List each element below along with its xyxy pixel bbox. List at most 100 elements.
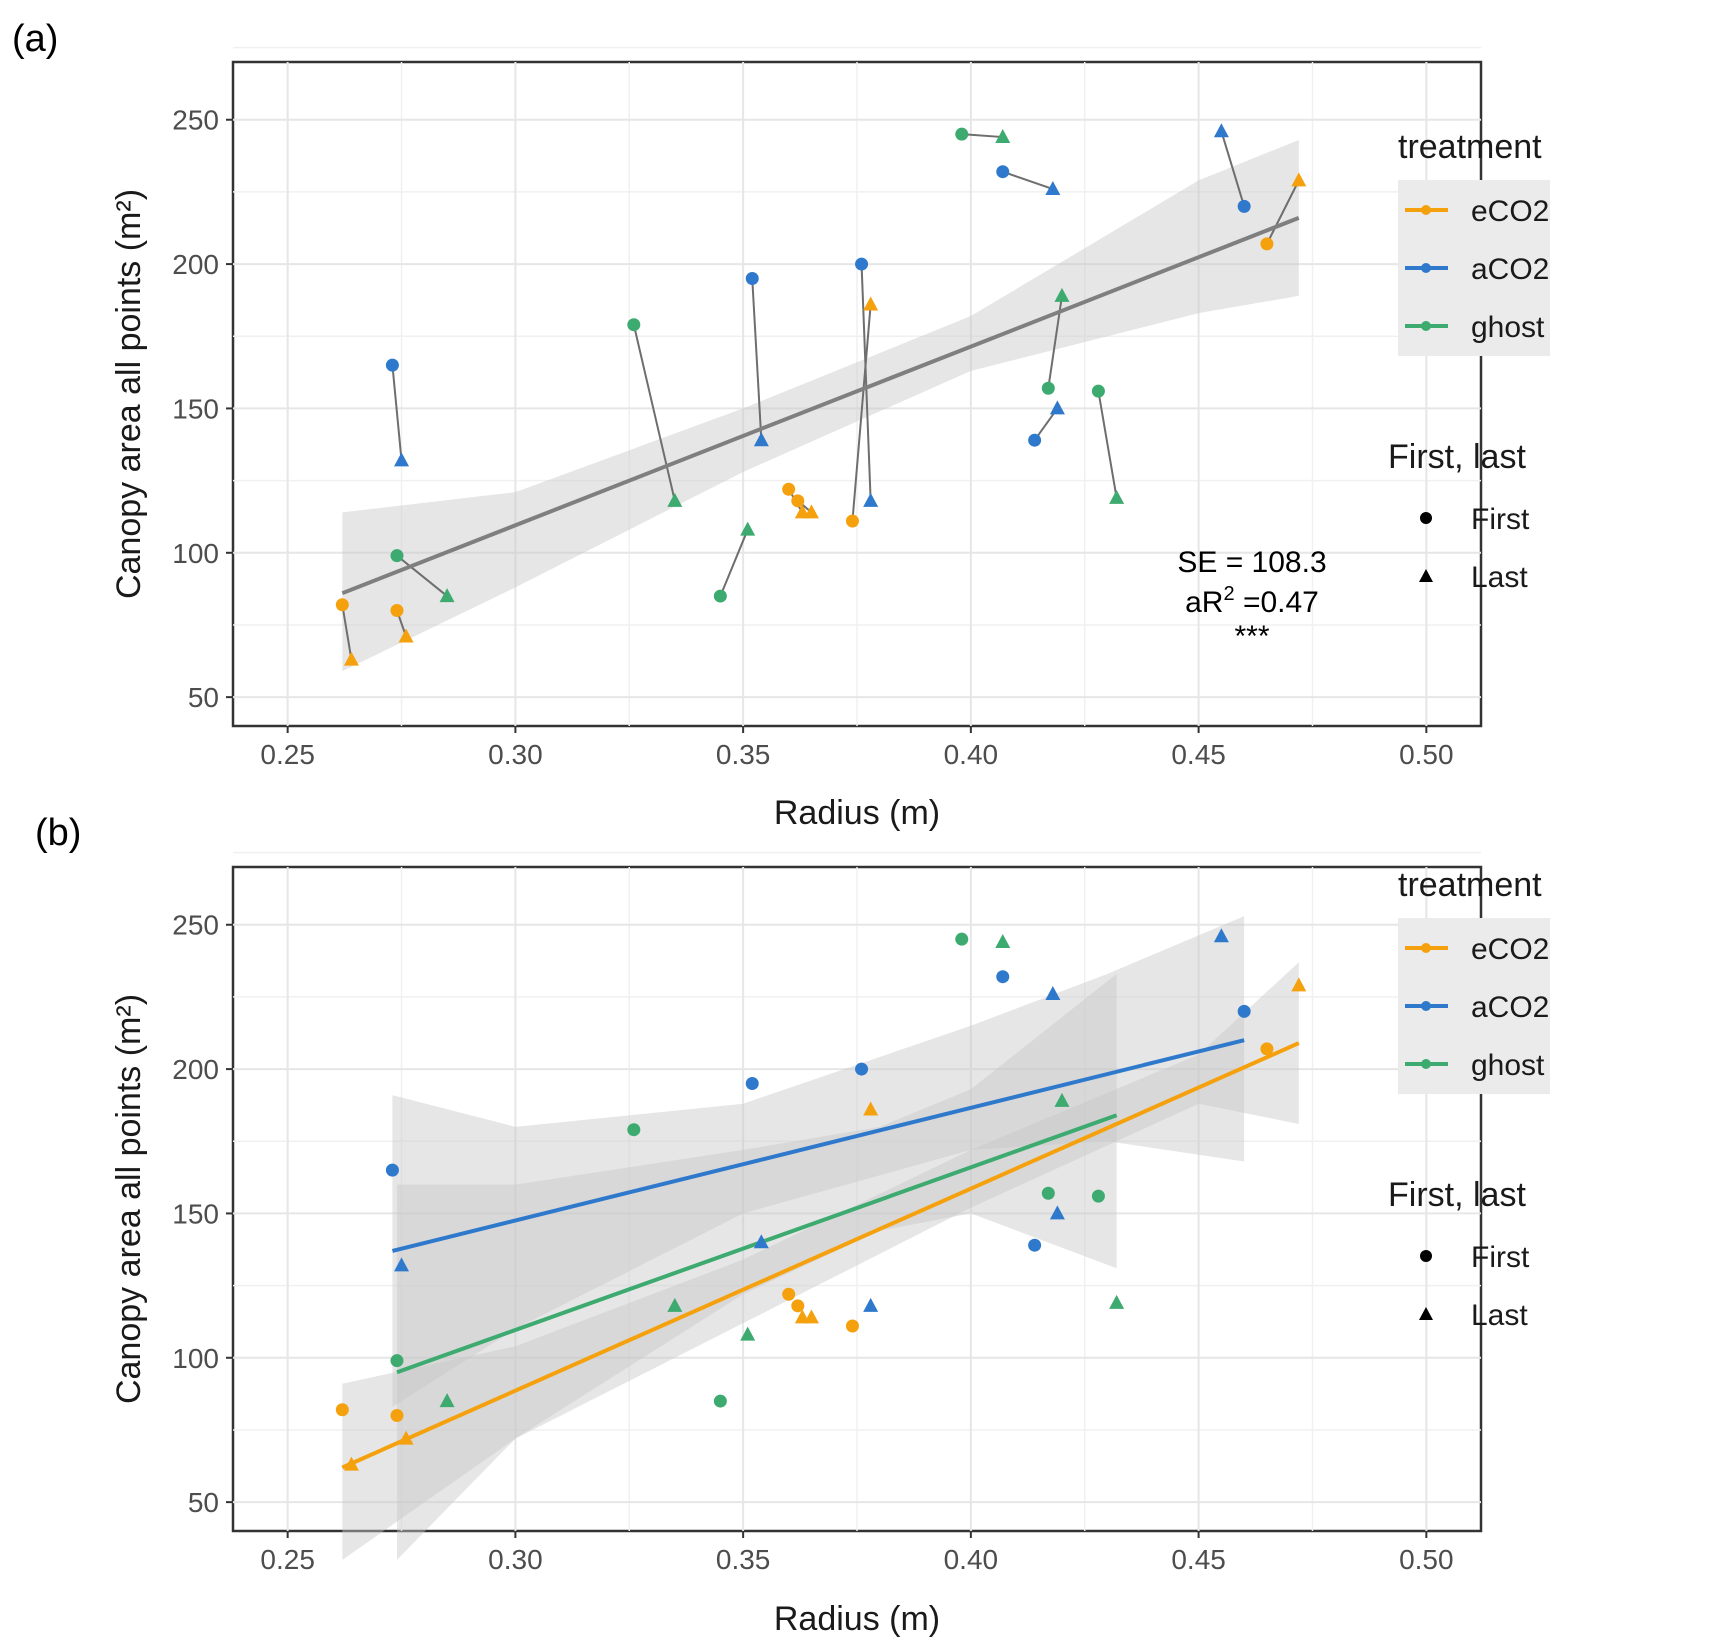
- point-first-eCO2: [390, 1409, 404, 1423]
- point-first-ghost: [955, 932, 969, 946]
- point-last-eCO2: [803, 1309, 819, 1324]
- legend-label-aCO2: aCO2: [1471, 253, 1549, 286]
- point-first-ghost: [1091, 1189, 1105, 1203]
- panel-b: 0.25 0.30 0.35 0.40 0.45 0.50 50100150200250 …: [110, 851, 1483, 1638]
- point-last-eCO2: [343, 1456, 359, 1471]
- point-last-ghost: [439, 588, 455, 603]
- pair-link: [396, 554, 448, 597]
- confidence-band-aCO2: [392, 916, 1245, 1407]
- legend-label-first: First: [1471, 503, 1530, 536]
- point-last-aCO2: [1049, 1205, 1065, 1220]
- point-last-ghost: [740, 1326, 756, 1341]
- point-last-aCO2: [394, 1257, 410, 1272]
- y-tick-label: 100: [172, 538, 219, 569]
- x-tick-labels-a: 0.25 0.30 0.35 0.40 0.45 0.50: [260, 726, 1454, 770]
- point-last-ghost: [740, 521, 756, 536]
- y-tick-label: 150: [172, 1198, 219, 1229]
- point-last-eCO2: [803, 504, 819, 519]
- point-first-eCO2: [390, 604, 404, 618]
- stats-annotation: SE = 108.3 aR2 =0.47 ***: [1177, 546, 1326, 653]
- point-first-ghost: [390, 549, 404, 563]
- pair-link: [1002, 170, 1054, 190]
- legend-dot-eCO2: [1421, 205, 1431, 215]
- legend-title-first-last: First, last: [1388, 1176, 1526, 1214]
- legend-title-first-last: First, last: [1388, 438, 1526, 476]
- legend-shape-last: [1419, 569, 1433, 582]
- point-first-ghost: [1041, 1186, 1055, 1200]
- x-tick-label: 0.50: [1399, 1544, 1454, 1575]
- point-last-aCO2: [1213, 123, 1229, 138]
- x-tick-label: 0.25: [260, 739, 315, 770]
- legend-label-last: Last: [1471, 561, 1528, 594]
- y-tick-label: 200: [172, 249, 219, 280]
- y-tick-labels-b: 50 100 150 200 250: [172, 910, 233, 1518]
- pair-link: [341, 604, 353, 660]
- ar2-text: aR2 =0.47: [1185, 583, 1319, 619]
- point-first-eCO2: [335, 598, 349, 612]
- x-tick-label: 0.30: [488, 1544, 543, 1575]
- x-tick-label: 0.30: [488, 739, 543, 770]
- point-first-eCO2: [782, 482, 796, 496]
- point-last-aCO2: [394, 452, 410, 467]
- legend-label-eCO2: eCO2: [1471, 933, 1549, 966]
- x-axis-title-a: Radius (m): [774, 794, 940, 832]
- point-first-aCO2: [745, 1077, 759, 1091]
- x-tick-label: 0.40: [944, 739, 999, 770]
- point-last-ghost: [995, 129, 1011, 144]
- point-first-aCO2: [385, 358, 399, 372]
- point-first-eCO2: [845, 1319, 859, 1333]
- point-last-ghost: [667, 1297, 683, 1312]
- legend-b: treatment eCO2 aCO2 ghost First, last First La…: [1388, 866, 1550, 1332]
- point-last-aCO2: [863, 492, 879, 507]
- x-tick-label: 0.35: [716, 1544, 771, 1575]
- pair-link: [719, 529, 749, 597]
- y-tick-label: 50: [188, 682, 219, 713]
- x-tick-label: 0.50: [1399, 739, 1454, 770]
- fit-line-eCO2: [341, 1041, 1300, 1470]
- point-last-eCO2: [398, 628, 414, 643]
- legend-dot-ghost: [1421, 1059, 1431, 1069]
- point-last-aCO2: [863, 1297, 879, 1312]
- legend-shape-first: [1420, 1250, 1432, 1262]
- pair-link: [1097, 390, 1118, 499]
- point-last-eCO2: [863, 296, 879, 311]
- point-last-ghost: [1109, 1294, 1125, 1309]
- grid-a: [233, 46, 1481, 726]
- point-last-eCO2: [343, 651, 359, 666]
- point-last-ghost: [439, 1393, 455, 1408]
- point-last-aCO2: [753, 1234, 769, 1249]
- confidence-band-eCO2: [342, 962, 1299, 1560]
- point-last-aCO2: [1045, 181, 1061, 196]
- y-tick-label: 250: [172, 105, 219, 136]
- pair-link: [860, 264, 872, 501]
- legend-label-ghost: ghost: [1471, 1049, 1545, 1082]
- y-tick-label: 200: [172, 1054, 219, 1085]
- point-first-eCO2: [791, 494, 805, 508]
- se-text: SE = 108.3: [1177, 546, 1326, 579]
- x-tick-label: 0.35: [716, 739, 771, 770]
- legend-label-last: Last: [1471, 1299, 1528, 1332]
- legend-label-ghost: ghost: [1471, 311, 1545, 344]
- pair-link: [851, 304, 872, 522]
- point-first-ghost: [713, 1394, 727, 1408]
- point-first-aCO2: [855, 1062, 869, 1076]
- panel-label-a: (a): [12, 18, 59, 60]
- point-last-eCO2: [863, 1101, 879, 1116]
- point-last-eCO2: [1291, 977, 1307, 992]
- y-axis-title-a: Canopy area all points (m²): [110, 189, 148, 599]
- point-last-aCO2: [1045, 986, 1061, 1001]
- legend-label-aCO2: aCO2: [1471, 991, 1549, 1024]
- point-last-eCO2: [1291, 172, 1307, 187]
- pair-link: [961, 133, 1003, 139]
- confidence-band-ghost: [396, 973, 1117, 1560]
- point-last-aCO2: [1049, 400, 1065, 415]
- x-tick-label: 0.40: [944, 1544, 999, 1575]
- point-last-ghost: [1054, 1092, 1070, 1107]
- point-first-aCO2: [1237, 1004, 1251, 1018]
- pair-link: [1220, 130, 1246, 207]
- pair-link: [632, 324, 676, 502]
- pair-links-a: [341, 130, 1300, 660]
- point-first-eCO2: [791, 1299, 805, 1313]
- legend-label-eCO2: eCO2: [1471, 195, 1549, 228]
